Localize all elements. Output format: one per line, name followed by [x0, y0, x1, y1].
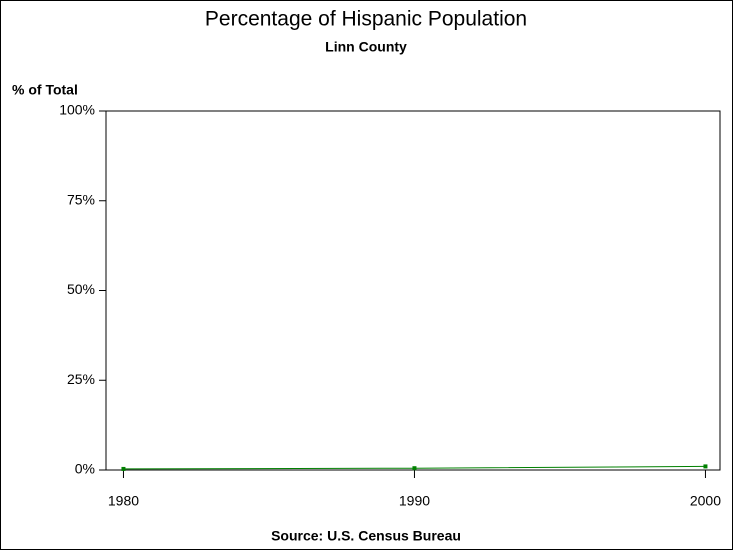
y-tick-label: 100% — [59, 102, 95, 118]
chart-title: Percentage of Hispanic Population — [205, 8, 527, 31]
source-note: Source: U.S. Census Bureau — [271, 528, 461, 544]
y-axis-label: % of Total — [12, 82, 78, 98]
data-point — [703, 464, 708, 469]
x-tick-label: 1990 — [399, 493, 430, 509]
data-point — [121, 466, 126, 471]
y-tick-label: 50% — [67, 281, 95, 297]
y-tick-label: 0% — [75, 461, 95, 477]
y-tick-label: 75% — [67, 191, 95, 207]
x-tick-label: 1980 — [108, 493, 139, 509]
chart-subtitle: Linn County — [325, 39, 407, 55]
y-tick-label: 25% — [67, 371, 95, 387]
x-tick-label: 2000 — [690, 493, 721, 509]
data-point — [412, 466, 417, 471]
